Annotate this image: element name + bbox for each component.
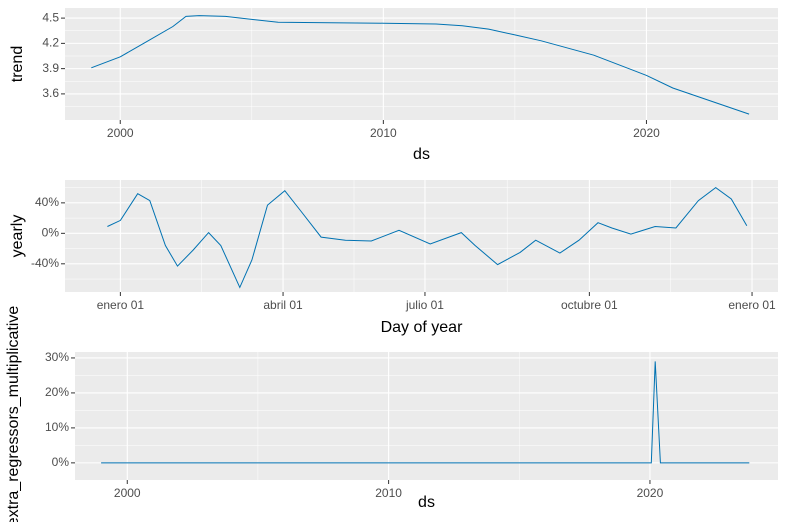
y-tick-label: 10% xyxy=(45,420,69,434)
x-tick-label: 2000 xyxy=(107,126,134,140)
trend-line xyxy=(91,15,750,115)
x-tick-label: 2020 xyxy=(637,486,664,500)
x-tick-label: 2000 xyxy=(114,486,141,500)
y-tick-label: 0% xyxy=(52,455,70,469)
y-axis-title: trend xyxy=(9,46,26,82)
plot-panel xyxy=(65,180,778,292)
trend-line xyxy=(101,361,750,464)
y-axis-title: extra_regressors_multiplicative xyxy=(5,306,22,522)
x-tick-label: octubre 01 xyxy=(561,298,618,312)
y-tick-label: 0% xyxy=(42,226,60,240)
y-axis-title: yearly xyxy=(9,215,26,258)
y-tick-label: 20% xyxy=(45,385,69,399)
x-axis-title: ds xyxy=(413,146,430,163)
y-tick-label: 4.2 xyxy=(42,36,59,50)
plot-panel xyxy=(65,8,778,120)
x-tick-label: enero 01 xyxy=(97,298,145,312)
x-tick-label: 2010 xyxy=(370,126,397,140)
x-tick-label: 2020 xyxy=(633,126,660,140)
x-tick-label: enero 01 xyxy=(728,298,776,312)
y-tick-label: -40% xyxy=(31,256,59,270)
y-tick-label: 30% xyxy=(45,350,69,364)
y-tick-label: 3.6 xyxy=(42,86,59,100)
x-tick-label: julio 01 xyxy=(405,298,444,312)
y-tick-label: 40% xyxy=(35,195,59,209)
y-tick-label: 4.5 xyxy=(42,10,59,24)
trend-line xyxy=(107,186,748,289)
x-axis-title: ds xyxy=(418,494,435,511)
x-tick-label: 2010 xyxy=(375,486,402,500)
plot-panel xyxy=(75,352,778,480)
y-tick-label: 3.9 xyxy=(42,61,59,75)
x-axis-title: Day of year xyxy=(381,319,463,336)
x-tick-label: abril 01 xyxy=(263,298,303,312)
